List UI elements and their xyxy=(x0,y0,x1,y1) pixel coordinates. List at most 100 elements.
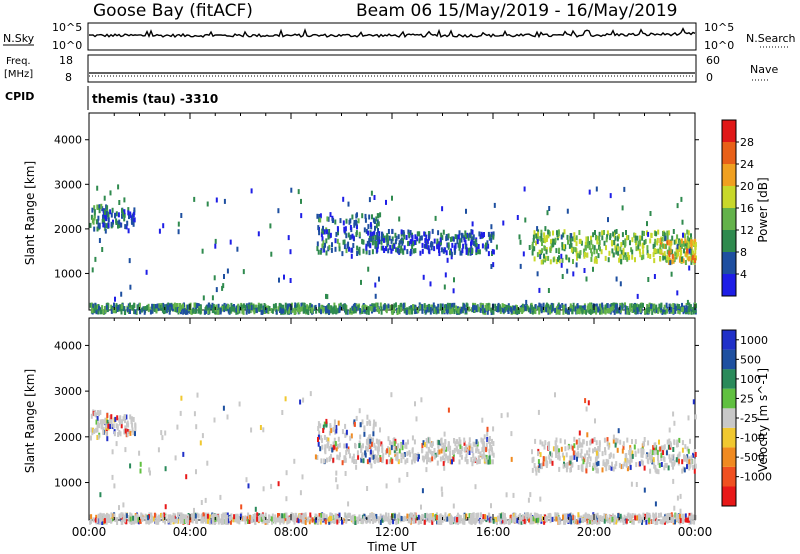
power-echo-cell xyxy=(263,304,266,310)
power-echo-cell xyxy=(398,216,401,222)
velocity-echo-cell xyxy=(554,392,556,398)
velocity-echo-cell xyxy=(650,519,653,524)
power-echo-cell xyxy=(365,249,368,255)
velocity-echo-cell xyxy=(386,516,389,522)
power-echo-cell xyxy=(331,218,334,223)
velocity-echo-cell xyxy=(460,448,463,454)
power-echo-cell xyxy=(598,305,601,311)
velocity-echo-cell xyxy=(325,457,328,463)
power-echo-cell xyxy=(349,218,352,224)
velocity-echo-cell xyxy=(368,457,371,463)
power-echo-cell xyxy=(437,243,440,249)
velocity-echo-cell xyxy=(678,513,681,519)
power-echo-cell xyxy=(469,250,472,256)
power-echo-cell xyxy=(694,242,697,247)
power-echo-cell xyxy=(337,230,339,236)
power-echo-cell xyxy=(129,302,131,308)
power-echo-cell xyxy=(648,307,651,312)
velocity-echo-cell xyxy=(591,438,594,444)
power-echo-cell xyxy=(545,307,548,313)
velocity-echo-cell xyxy=(660,462,663,467)
velocity-echo-cell xyxy=(541,441,544,447)
velocity-echo-cell xyxy=(641,448,643,454)
power-echo-cell xyxy=(625,230,627,235)
power-echo-cell xyxy=(567,309,570,315)
velocity-echo-cell xyxy=(688,465,691,471)
velocity-echo-cell xyxy=(449,445,452,451)
velocity-echo-cell xyxy=(281,513,284,519)
power-echo-cell xyxy=(371,214,373,220)
velocity-echo-cell xyxy=(457,441,460,447)
velocity-echo-cell xyxy=(584,453,587,459)
velocity-echo-cell xyxy=(639,514,642,520)
velocity-frame xyxy=(88,317,696,521)
velocity-echo-cell xyxy=(645,519,648,525)
velocity-echo-cell xyxy=(338,512,341,518)
power-echo-cell xyxy=(545,249,548,255)
velocity-echo-cell xyxy=(523,518,526,524)
power-echo-cell xyxy=(167,302,170,308)
power-echo-cell xyxy=(327,216,330,222)
velocity-echo-cell xyxy=(336,454,339,460)
power-echo-cell xyxy=(411,244,414,250)
power-echo-cell xyxy=(345,233,348,239)
power-echo-cell xyxy=(646,304,649,309)
power-echo-cell xyxy=(343,228,346,234)
power-echo-cell xyxy=(669,242,672,248)
power-echo-cell xyxy=(528,245,531,250)
velocity-echo-cell xyxy=(580,448,583,454)
velocity-echo-cell xyxy=(365,518,368,524)
power-echo-cell xyxy=(547,288,550,293)
power-echo-cell xyxy=(267,309,270,315)
power-echo-cell xyxy=(552,238,555,244)
power-echo-cell xyxy=(317,249,320,255)
power-echo-cell xyxy=(631,237,634,243)
velocity-echo-cell xyxy=(537,451,539,457)
velocity-echo-cell xyxy=(642,441,645,447)
velocity-echo-cell xyxy=(334,513,337,519)
power-echo-cell xyxy=(91,308,94,314)
power-echo-cell xyxy=(538,302,541,308)
velocity-echo-cell xyxy=(684,517,687,523)
power-echo-cell xyxy=(662,252,665,258)
velocity-echo-cell xyxy=(606,441,609,447)
velocity-echo-cell xyxy=(438,449,441,455)
velocity-echo-cell xyxy=(426,459,428,465)
power-echo-cell xyxy=(293,308,296,314)
velocity-echo-cell xyxy=(491,438,493,444)
velocity-echo-cell xyxy=(619,439,622,445)
velocity-echo-cell xyxy=(506,412,509,418)
velocity-echo-cell xyxy=(626,457,629,463)
velocity-echo-cell xyxy=(366,459,369,465)
velocity-echo-cell xyxy=(499,519,502,525)
velocity-echo-cell xyxy=(335,446,338,452)
velocity-echo-cell xyxy=(447,446,450,452)
velocity-echo-cell xyxy=(213,417,216,423)
velocity-echo-cell xyxy=(353,516,356,522)
power-echo-cell xyxy=(544,226,547,232)
power-echo-cell xyxy=(680,238,683,244)
velocity-echo-cell xyxy=(660,452,663,458)
power-echo-cell xyxy=(547,233,550,239)
power-echo-cell xyxy=(162,223,165,229)
velocity-echo-cell xyxy=(172,517,175,523)
velocity-echo-cell xyxy=(356,450,359,456)
power-echo-cell xyxy=(230,306,233,312)
power-echo-cell xyxy=(316,241,319,247)
velocity-echo-cell xyxy=(477,459,480,465)
velocity-echo-cell xyxy=(471,461,474,467)
velocity-echo-cell xyxy=(597,446,600,451)
power-echo-cell xyxy=(679,253,682,259)
power-echo-cell xyxy=(118,219,121,225)
velocity-echo-cell xyxy=(386,448,389,454)
velocity-echo-cell xyxy=(578,442,581,448)
velocity-echo-cell xyxy=(341,429,344,435)
velocity-echo-cell xyxy=(687,448,690,454)
velocity-echo-cell xyxy=(226,414,229,420)
power-echo-cell xyxy=(478,231,481,237)
power-echo-cell xyxy=(455,305,458,311)
velocity-echo-cell xyxy=(539,439,542,445)
velocity-echo-cell xyxy=(271,519,273,525)
velocity-echo-cell xyxy=(612,466,615,472)
